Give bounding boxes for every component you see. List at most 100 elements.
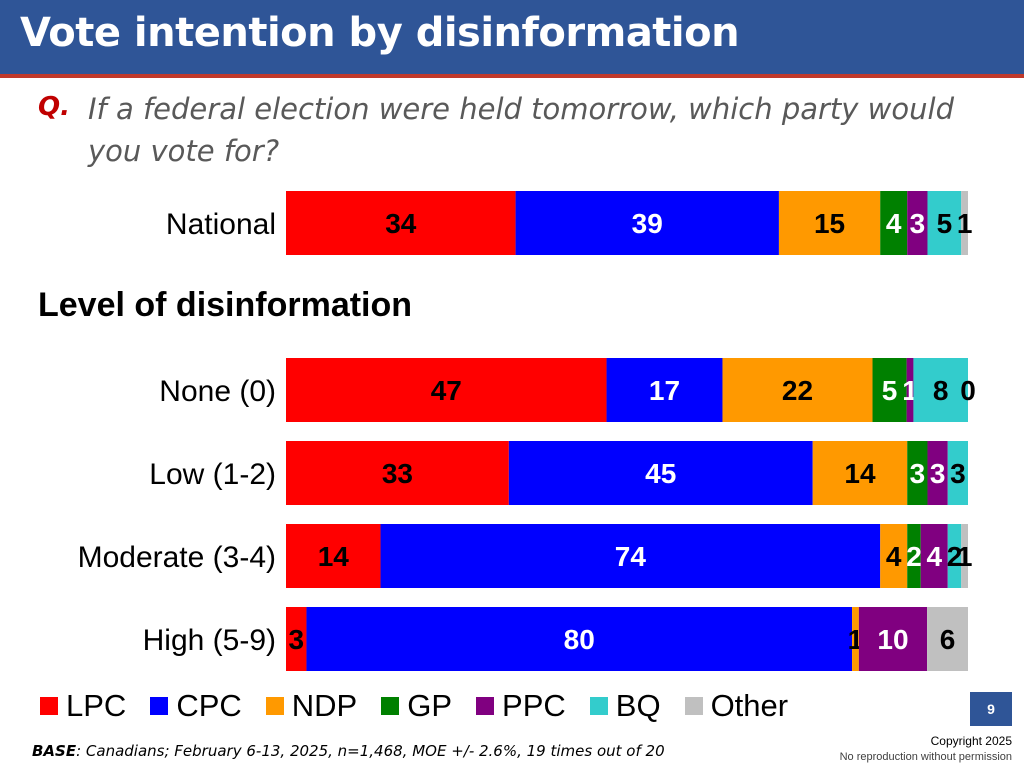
legend-label-gp: GP: [407, 688, 453, 723]
data-label-national-lpc: 34: [385, 208, 417, 239]
title-bar: Vote intention by disinformation: [0, 0, 1024, 78]
legend-item-lpc: LPC: [40, 688, 126, 724]
legend-label-lpc: LPC: [66, 688, 127, 723]
legend-item-bq: BQ: [589, 688, 661, 724]
data-label-low-1-2-cpc: 45: [645, 458, 676, 489]
data-label-moderate-3-4-lpc: 14: [318, 541, 350, 572]
bar-national-gp: [880, 191, 908, 255]
bar-national-ppc: [907, 191, 928, 255]
bar-moderate-3-4-cpc: [380, 524, 881, 588]
bar-none-0-bq: [913, 358, 968, 422]
bar-low-1-2-bq: [947, 441, 968, 505]
legend-swatch-lpc: [40, 697, 58, 715]
bar-high-5-9-ppc: [858, 607, 928, 671]
bar-national-cpc: [515, 191, 779, 255]
data-label-moderate-3-4-gp: 2: [906, 541, 922, 572]
data-label-moderate-3-4-other: 1: [957, 541, 973, 572]
bar-low-1-2-gp: [907, 441, 928, 505]
bar-moderate-3-4-lpc: [286, 524, 381, 588]
bar-none-0-ndp: [722, 358, 873, 422]
bar-national-lpc: [286, 191, 516, 255]
category-label-none-0: None (0): [159, 375, 276, 408]
bar-high-5-9-cpc: [306, 607, 853, 671]
data-label-moderate-3-4-ppc: 4: [926, 541, 942, 572]
legend-label-bq: BQ: [615, 688, 661, 723]
question-text: If a federal election were held tomorrow…: [88, 92, 954, 168]
data-label-none-0-cpc: 17: [649, 375, 680, 406]
bar-none-0-lpc: [286, 358, 607, 422]
page-number: 9: [970, 692, 1012, 726]
data-label-moderate-3-4-ndp: 4: [886, 541, 902, 572]
bar-moderate-3-4-other: [961, 524, 968, 588]
data-label-none-0-lpc: 47: [431, 375, 462, 406]
data-label-national-gp: 4: [886, 208, 902, 239]
legend-item-ndp: NDP: [265, 688, 358, 724]
copyright: Copyright 2025 No reproduction without p…: [840, 733, 1012, 765]
legend-item-gp: GP: [381, 688, 452, 724]
data-label-national-cpc: 39: [632, 208, 663, 239]
category-label-moderate-3-4: Moderate (3-4): [78, 541, 276, 574]
bar-none-0-ppc: [906, 358, 914, 422]
data-label-none-0-other: 0: [960, 375, 976, 406]
legend-item-cpc: CPC: [150, 688, 242, 724]
bar-national-other: [961, 191, 968, 255]
bar-none-0-gp: [872, 358, 907, 422]
bar-high-5-9-lpc: [286, 607, 307, 671]
bar-moderate-3-4-gp: [907, 524, 921, 588]
legend-swatch-ndp: [265, 697, 284, 715]
legend-swatch-ppc: [476, 697, 495, 715]
copyright-line: Copyright 2025: [930, 734, 1012, 748]
data-label-high-5-9-ppc: 10: [877, 624, 908, 655]
page-title: Vote intention by disinformation: [20, 10, 740, 56]
data-label-low-1-2-ndp: 14: [844, 458, 876, 489]
data-label-national-ndp: 15: [814, 208, 845, 239]
bar-high-5-9-ndp: [852, 607, 859, 671]
base-note: BASE: Canadians; February 6-13, 2025, n=…: [32, 742, 665, 760]
data-label-national-other: 1: [957, 208, 973, 239]
section-heading: Level of disinformation: [38, 286, 413, 324]
bar-high-5-9-other: [927, 607, 968, 671]
legend-label-ndp: NDP: [291, 688, 358, 723]
bar-none-0-cpc: [606, 358, 723, 422]
bar-national-bq: [927, 191, 962, 255]
legend-item-ppc: PPC: [476, 688, 566, 724]
legend-swatch-other: [684, 697, 703, 715]
data-label-none-0-bq: 8: [933, 375, 949, 406]
data-label-low-1-2-gp: 3: [910, 458, 926, 489]
bar-low-1-2-cpc: [508, 441, 813, 505]
chart-legend: LPC CPC NDP GP PPC BQ Other: [40, 684, 812, 728]
data-label-high-5-9-other: 6: [940, 624, 956, 655]
bar-low-1-2-ndp: [812, 441, 908, 505]
data-label-low-1-2-ppc: 3: [930, 458, 946, 489]
bar-moderate-3-4-ndp: [880, 524, 908, 588]
data-label-moderate-3-4-bq: 2: [947, 541, 963, 572]
legend-swatch-gp: [381, 697, 400, 715]
data-label-national-ppc: 3: [910, 208, 926, 239]
legend-swatch-bq: [589, 697, 608, 715]
bar-moderate-3-4-ppc: [920, 524, 948, 588]
bar-low-1-2-lpc: [286, 441, 509, 505]
data-label-high-5-9-lpc: 3: [288, 624, 304, 655]
no-reproduction-note: No reproduction without permission: [839, 751, 1012, 763]
data-label-low-1-2-lpc: 33: [382, 458, 413, 489]
legend-swatch-cpc: [150, 697, 169, 715]
base-text: : Canadians; February 6-13, 2025, n=1,46…: [76, 742, 665, 760]
bar-national-ndp: [778, 191, 881, 255]
base-label: BASE: [32, 742, 77, 760]
category-label-low-1-2: Low (1-2): [149, 458, 276, 491]
legend-label-cpc: CPC: [176, 688, 242, 723]
data-label-national-bq: 5: [937, 208, 953, 239]
data-label-low-1-2-bq: 3: [950, 458, 966, 489]
category-label-high-5-9: High (5-9): [143, 624, 276, 657]
data-label-high-5-9-cpc: 80: [564, 624, 595, 655]
data-label-moderate-3-4-cpc: 74: [615, 541, 647, 572]
category-label-national: National: [166, 208, 276, 241]
question-marker: Q.: [38, 92, 70, 122]
data-label-none-0-gp: 5: [882, 375, 898, 406]
data-label-none-0-ndp: 22: [782, 375, 813, 406]
bar-low-1-2-ppc: [927, 441, 948, 505]
legend-label-other: Other: [710, 688, 789, 723]
legend-label-ppc: PPC: [502, 688, 566, 723]
bar-moderate-3-4-bq: [947, 524, 962, 588]
